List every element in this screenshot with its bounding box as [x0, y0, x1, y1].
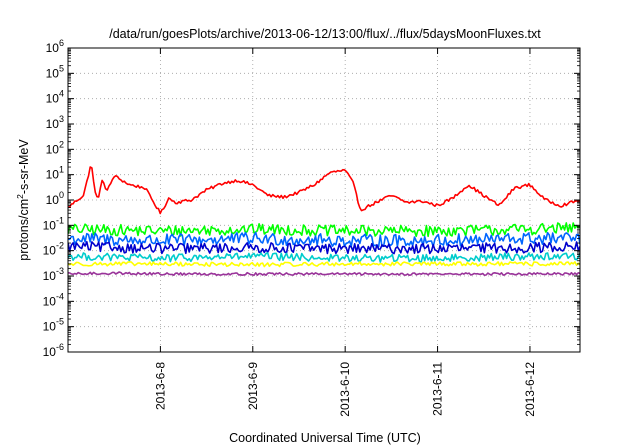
- y-tick-label: 10-1: [43, 215, 64, 232]
- x-tick-label: 2013-6-11: [431, 362, 445, 416]
- y-axis-title-superscript: 2: [15, 194, 25, 199]
- series-line: [68, 252, 580, 263]
- y-tick-labels: 10-6 10-5 10-4 10-3 10-2 10-1 100 101 102 103 104 1…: [43, 38, 64, 359]
- y-tick-label: 10-4: [43, 291, 64, 308]
- series-group: [68, 166, 580, 277]
- x-tick-label: 2013-6-9: [246, 362, 260, 410]
- series-line: [68, 261, 580, 268]
- series-line: [68, 222, 580, 238]
- x-tick-label: 2013-6-10: [338, 362, 352, 417]
- series-line: [68, 166, 580, 215]
- y-tick-label: 100: [46, 190, 64, 207]
- y-axis-title: protons/cm2-s-sr-MeV: [15, 139, 31, 261]
- y-tick-label: 106: [46, 38, 64, 55]
- y-tick-label: 102: [46, 139, 64, 156]
- y-tick-label: 103: [46, 114, 64, 131]
- chart-title: /data/run/goesPlots/archive/2013-06-12/1…: [109, 27, 541, 41]
- y-tick-label: 10-5: [43, 317, 64, 334]
- series-line: [68, 271, 580, 277]
- series-line: [68, 231, 580, 248]
- y-axis-title-suffix: -s-sr-MeV: [17, 139, 31, 195]
- y-tick-label: 10-3: [43, 266, 64, 283]
- series-line: [68, 241, 580, 255]
- x-tick-label: 2013-6-12: [523, 362, 537, 417]
- x-tick-label: 2013-6-8: [153, 362, 167, 410]
- y-tick-label: 10-6: [43, 342, 64, 359]
- x-tick-labels: 2013-6-8 2013-6-9 2013-6-10 2013-6-11 2013-6…: [153, 362, 537, 417]
- y-tick-label: 10-2: [43, 241, 64, 258]
- y-tick-label: 101: [46, 165, 64, 182]
- y-tick-label: 105: [46, 63, 64, 80]
- x-axis-title: Coordinated Universal Time (UTC): [229, 431, 421, 445]
- y-tick-label: 104: [46, 89, 64, 106]
- grid: [68, 48, 580, 352]
- axis-ticks: [68, 47, 580, 353]
- y-axis-title-prefix: protons/cm: [17, 199, 31, 261]
